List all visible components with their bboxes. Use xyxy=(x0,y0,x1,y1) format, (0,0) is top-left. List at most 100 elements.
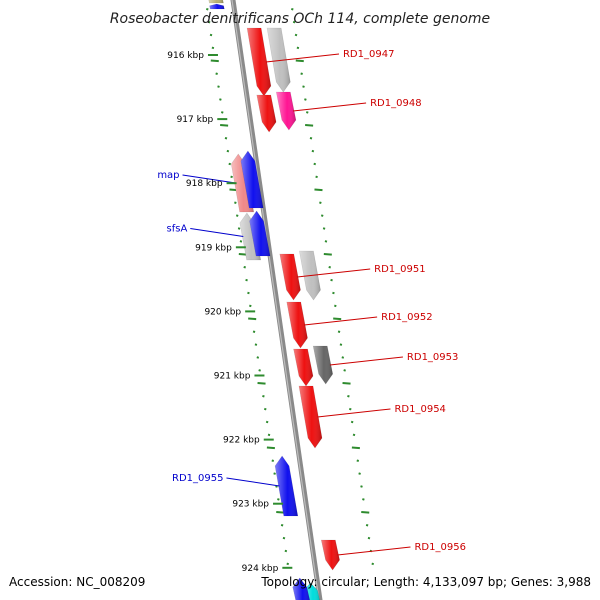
left-tick-mark xyxy=(249,304,252,308)
gene-label-leader xyxy=(293,102,367,112)
right-tick-mark xyxy=(343,369,346,372)
gene-g-top-blue[interactable] xyxy=(209,3,225,10)
right-tick-mark xyxy=(305,124,314,127)
kbp-tick-label: 918 kbp xyxy=(186,179,223,189)
gene-arrow-shading xyxy=(293,349,313,386)
kbp-scale: 916 kbp 917 kbp 918 kbp 919 kbp 920 kbp 921 k… xyxy=(167,51,293,574)
right-tick-mark xyxy=(371,562,375,566)
right-tick-mark xyxy=(348,407,352,411)
left-tick-mark xyxy=(262,394,265,398)
gene-g-bottom-blue[interactable] xyxy=(292,577,311,600)
gene-label[interactable]: RD1_0947 xyxy=(343,49,394,60)
gene-g-0951a[interactable] xyxy=(279,253,301,301)
gene-label[interactable]: RD1_0956 xyxy=(414,542,465,553)
right-tick-mark xyxy=(360,485,363,488)
gene-arrow-shading xyxy=(208,0,224,3)
gene-arrow-shading xyxy=(240,151,264,208)
gene-label[interactable]: RD1_0955 xyxy=(172,473,223,484)
right-tick-mark xyxy=(361,511,370,514)
right-tick-mark xyxy=(358,472,361,475)
gene-g-0947b[interactable] xyxy=(266,27,291,93)
right-tick-mark xyxy=(365,523,369,527)
left-tick-mark xyxy=(224,136,228,140)
right-tick-mark xyxy=(323,253,332,256)
gene-g-0948b[interactable] xyxy=(275,91,297,131)
right-tick-mark xyxy=(314,188,323,192)
right-tick-mark xyxy=(330,278,333,282)
left-tick-mark xyxy=(230,175,233,179)
gene-g-0954[interactable] xyxy=(298,385,323,449)
gene-arrow-shading xyxy=(299,386,322,448)
right-tick-mark xyxy=(304,98,307,101)
gene-g-0953a[interactable] xyxy=(293,348,314,387)
gene-g-0955[interactable] xyxy=(274,455,299,517)
gene-g-0952[interactable] xyxy=(286,301,308,349)
left-tick-mark xyxy=(247,291,250,295)
left-tick-mark xyxy=(286,562,290,566)
gene-label-leader xyxy=(329,356,403,366)
gene-g-top-olive[interactable] xyxy=(208,0,224,4)
right-tick-mark xyxy=(315,175,318,179)
gene-g-0953b[interactable] xyxy=(312,345,334,385)
right-tick-mark xyxy=(300,72,303,75)
gene-label-leader xyxy=(265,53,340,63)
gene-label[interactable]: map xyxy=(157,170,179,181)
gene-label[interactable]: sfsA xyxy=(167,224,188,235)
left-tick-mark xyxy=(207,20,211,24)
tick-marks xyxy=(206,7,375,566)
left-tick-mark xyxy=(234,201,237,204)
gene-arrow-shading xyxy=(286,302,308,348)
right-tick-mark xyxy=(352,433,356,437)
left-tick-mark xyxy=(276,511,285,514)
gene-g-0948a[interactable] xyxy=(256,94,277,133)
gene-label[interactable]: RD1_0951 xyxy=(374,264,425,275)
left-tick-mark xyxy=(280,523,284,527)
left-tick-mark xyxy=(258,369,261,372)
left-tick-mark xyxy=(239,240,243,243)
gene-label-leader xyxy=(297,268,371,278)
right-tick-mark xyxy=(320,214,324,217)
left-tick-mark xyxy=(275,485,278,488)
gene-label[interactable]: RD1_0953 xyxy=(407,352,458,363)
gene-arrow-shading xyxy=(275,456,298,516)
left-tick-mark xyxy=(237,227,241,230)
gene-g-blue2[interactable] xyxy=(249,210,271,257)
left-tick-mark xyxy=(245,278,248,282)
kbp-tick-label: 920 kbp xyxy=(204,307,241,317)
gene-label-leader xyxy=(304,316,378,326)
right-tick-mark xyxy=(333,317,342,321)
left-tick-mark xyxy=(271,459,275,462)
right-tick-mark xyxy=(313,162,317,166)
right-tick-mark xyxy=(334,304,337,308)
gene-label-leader xyxy=(317,408,391,418)
genome-backbone-line xyxy=(230,0,323,600)
left-tick-mark xyxy=(267,433,271,437)
kbp-tick-label: 917 kbp xyxy=(177,115,214,125)
genome-summary-text: Topology: circular; Length: 4,133,097 bp… xyxy=(260,575,591,589)
gene-arrow-shading xyxy=(249,211,271,256)
backbone xyxy=(230,0,323,600)
gene-g-blue1[interactable] xyxy=(240,150,264,209)
left-tick-mark xyxy=(210,59,219,63)
gene-arrow-shading xyxy=(276,92,296,130)
gene-g-0956[interactable] xyxy=(320,539,340,571)
gene-label[interactable]: RD1_0952 xyxy=(381,312,432,323)
gene-features xyxy=(208,0,340,600)
gene-label-leader xyxy=(190,228,244,237)
gene-label[interactable]: RD1_0954 xyxy=(394,404,445,415)
gene-arrow-shading xyxy=(279,254,301,300)
left-tick-mark xyxy=(248,317,257,321)
left-tick-mark xyxy=(220,124,229,127)
gene-arrow-shading xyxy=(267,28,291,92)
right-tick-mark xyxy=(311,149,315,153)
left-tick-mark xyxy=(235,214,239,217)
gene-arrow-shading xyxy=(313,346,333,384)
kbp-tick-label: 921 kbp xyxy=(214,372,251,382)
gene-g-0947a[interactable] xyxy=(246,27,272,97)
gene-label[interactable]: RD1_0948 xyxy=(370,98,421,109)
genome-title: Roseobacter denitrificans OCh 114, compl… xyxy=(110,11,490,27)
gene-arrow-shading xyxy=(256,95,277,132)
right-tick-mark xyxy=(342,382,351,385)
left-tick-mark xyxy=(257,382,266,385)
